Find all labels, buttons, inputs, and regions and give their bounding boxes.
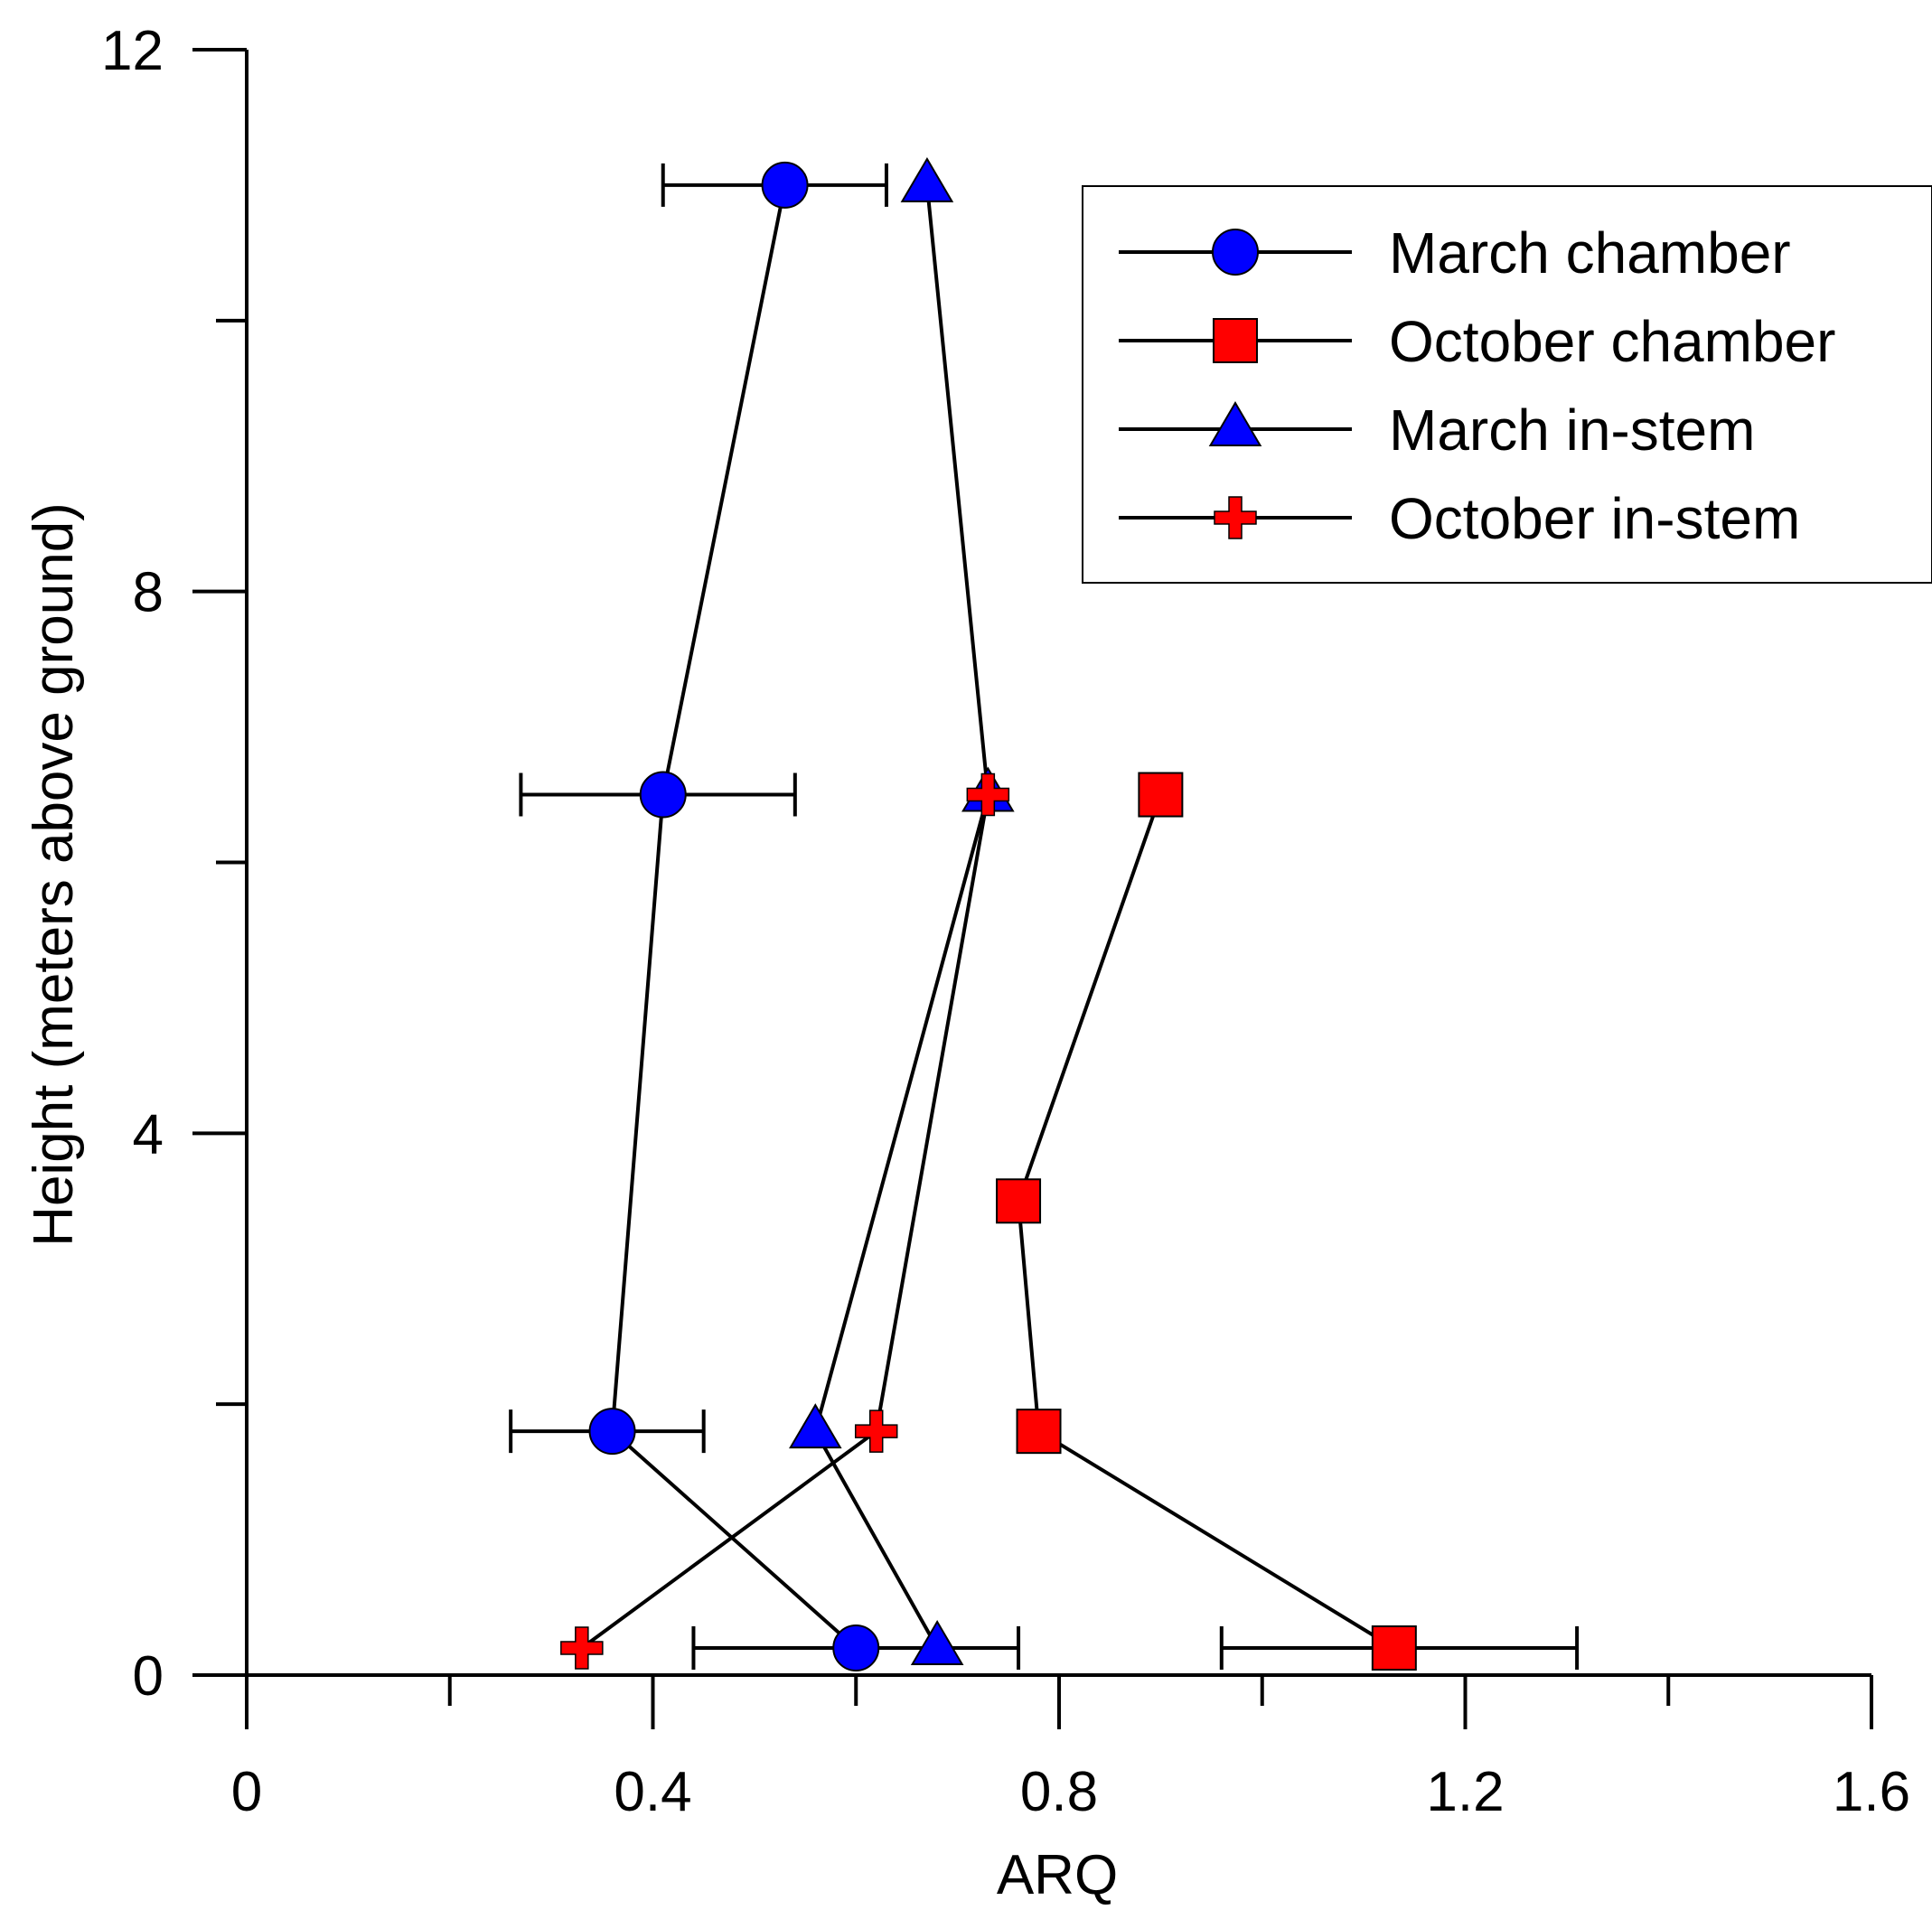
x-tick-label: 1.6 [1833, 1761, 1910, 1823]
october-in-stem-point [854, 1409, 898, 1453]
y-tick-label: 0 [133, 1645, 164, 1708]
legend-label-october-in-stem: October in-stem [1389, 486, 1800, 551]
legend-marker-october-in-stem [1214, 496, 1257, 539]
march-chamber-point [761, 161, 809, 209]
march-chamber-point [832, 1624, 880, 1672]
y-tick-label: 4 [133, 1103, 164, 1166]
march-in-stem-point [910, 1620, 964, 1665]
y-axis-title: Height (meters above ground) [23, 502, 85, 1247]
october-chamber-point [1371, 1625, 1417, 1671]
legend-label-october-chamber: October chamber [1389, 309, 1835, 374]
march-in-stem-point [789, 1403, 842, 1449]
x-tick-label: 1.2 [1426, 1761, 1504, 1823]
legend-marker-march-in-stem [1208, 401, 1262, 446]
october-in-stem-line [580, 794, 990, 1650]
march-chamber-line [610, 184, 858, 1650]
axes: 0 0.4 0.8 1.2 1.6 0 4 8 12 [101, 20, 1910, 1823]
legend-marker-march-chamber [1212, 229, 1259, 276]
march-in-stem-line [813, 184, 990, 1649]
legend-label-march-in-stem: March in-stem [1389, 398, 1755, 463]
x-axis-title: ARQ [997, 1844, 1118, 1906]
october-chamber-point [1016, 1409, 1062, 1455]
october-chamber-point [1138, 772, 1184, 818]
series-markers [560, 156, 1417, 1672]
y-tick-label: 8 [133, 562, 164, 624]
x-tick-label: 0.4 [614, 1761, 691, 1823]
legend-label-march-chamber: March chamber [1389, 220, 1791, 286]
legend: March chamber October chamber March in-ste… [1082, 185, 1932, 584]
x-tick-label: 0 [231, 1761, 262, 1823]
march-chamber-point [588, 1408, 636, 1456]
x-tick-label: 0.8 [1020, 1761, 1098, 1823]
legend-marker-october-chamber [1213, 318, 1258, 363]
october-chamber-line [1017, 793, 1395, 1650]
march-chamber-point [639, 771, 687, 819]
october-in-stem-point [560, 1626, 604, 1670]
october-chamber-point [996, 1178, 1042, 1224]
y-tick-label: 12 [101, 20, 164, 82]
october-in-stem-point [966, 772, 1010, 817]
march-in-stem-point [900, 156, 954, 202]
